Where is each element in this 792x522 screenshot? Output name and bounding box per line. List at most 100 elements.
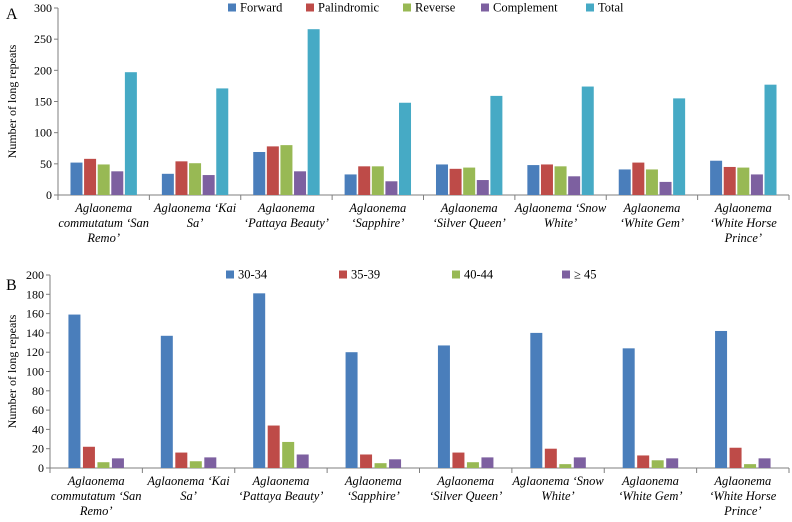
y-axis-label: Number of long repeats [5,44,19,158]
bar--45-3 [296,454,309,468]
bar-complement-5 [476,180,489,195]
bar-total-8 [764,84,777,195]
legend-swatch [562,270,570,279]
category-label: Aglaonema ‘Snow White’ [514,201,607,230]
category-label-line: Aglaonema [436,474,494,488]
legend-swatch [586,3,594,12]
bar-reverse-5 [463,167,476,195]
category-label: Aglaonema ‘Sapphire’ [344,474,402,503]
category-label-line: Prince’ [724,231,762,245]
bar-complement-6 [568,176,581,195]
bar-40-44-1 [97,462,110,468]
category-label: Aglaonema ‘Pattaya Beauty’ [238,474,323,503]
bar-30-34-7 [622,348,635,468]
y-tick-label: 180 [26,287,44,301]
category-label-line: Aglaonema [251,474,309,488]
category-label-line: ‘White Horse [709,489,776,503]
legend-swatch [452,270,460,279]
category-label-line: Prince’ [723,504,761,518]
category-label: Aglaonema ‘Kai Sa’ [146,474,230,503]
category-label-line: Remo’ [86,231,120,245]
bar-palindromic-3 [266,146,279,195]
y-tick-label: 250 [34,32,52,46]
bar-30-34-8 [715,330,728,468]
category-label-line: Aglaonema [714,201,772,215]
y-tick-label: 50 [40,157,52,171]
bar-40-44-4 [374,463,387,468]
y-tick-label: 60 [32,403,44,417]
bar-palindromic-6 [540,164,553,195]
bar-forward-2 [161,173,174,195]
category-label: Aglaonema ‘Kai Sa’ [153,201,237,230]
bar-40-44-7 [651,460,664,468]
bar-complement-4 [385,181,398,195]
y-tick-label: 300 [34,1,52,15]
y-tick-label: 100 [26,365,44,379]
panel-label: B [6,277,17,294]
bar-complement-2 [202,175,215,195]
bar--45-4 [389,459,402,468]
bar-30-34-1 [68,314,81,468]
bar-forward-4 [344,174,357,195]
category-label-line: ‘White Gem’ [618,489,682,503]
bar-total-5 [490,95,503,195]
category-label-line: ‘Sapphire’ [347,489,400,503]
bar-reverse-3 [280,145,293,195]
chart-panel-a: A Number of long repeats 0 50 100 150 200 250 30… [5,1,790,245]
bar-30-34-3 [253,293,266,468]
bar-forward-7 [618,169,631,195]
bar-total-3 [307,29,320,196]
category-label: Aglaonema ‘White Horse Prince’ [709,474,776,518]
bar-complement-8 [750,174,763,195]
bar--45-1 [111,458,124,468]
y-tick-label: 80 [32,384,44,398]
y-tick-label: 200 [34,63,52,77]
bar--45-5 [481,457,494,468]
legend-label: Palindromic [318,1,380,15]
category-label-line: Aglaonema [621,474,679,488]
bar-forward-3 [253,151,266,195]
bar-reverse-1 [97,164,110,195]
bar-35-39-6 [544,448,557,468]
bar-total-6 [581,86,594,195]
bar-palindromic-8 [723,166,736,195]
bar-30-34-4 [345,352,358,468]
bar-total-4 [399,102,412,195]
y-tick-label: 100 [34,126,52,140]
bar--45-2 [204,457,217,468]
category-label-line: Remo’ [79,504,113,518]
category-label-line: Aglaonema [257,201,315,215]
bar-reverse-6 [554,166,567,195]
bar--45-8 [758,458,771,468]
category-label-line: Sa’ [180,489,197,503]
category-label-line: Aglaonema [74,201,132,215]
y-tick-label: 160 [26,307,44,321]
category-label-line: Sa’ [187,216,204,230]
legend-label: 30-34 [238,268,268,282]
legend-swatch [306,3,314,12]
y-tick-label: 0 [46,188,52,202]
bar-35-39-7 [637,455,650,468]
bar-forward-8 [710,160,723,195]
legend-swatch [403,3,411,12]
category-label-line: ‘White Gem’ [620,216,684,230]
category-label: Aglaonema ‘Silver Queen’ [429,474,502,503]
y-tick-label: 40 [32,422,44,436]
category-label-line: ‘White Horse [710,216,777,230]
bar-forward-6 [527,165,540,195]
category-label-line: Aglaonema [713,474,771,488]
legend-label: Total [598,1,624,15]
category-label: Aglaonema ‘Snow White’ [511,474,604,503]
category-label-line: Aglaonema [348,201,406,215]
bar-40-44-6 [559,464,572,468]
bar-complement-3 [294,171,307,195]
bar-30-34-5 [437,345,450,468]
category-label-line: Aglaonema [67,474,125,488]
category-label: Aglaonema commutatum ‘San Remo’ [51,474,142,518]
bar-reverse-7 [645,169,658,195]
legend-swatch [481,3,489,12]
category-label-line: commutatum ‘San [51,489,142,503]
legend-label: ≥ 45 [574,268,597,282]
bar-reverse-4 [371,166,384,195]
